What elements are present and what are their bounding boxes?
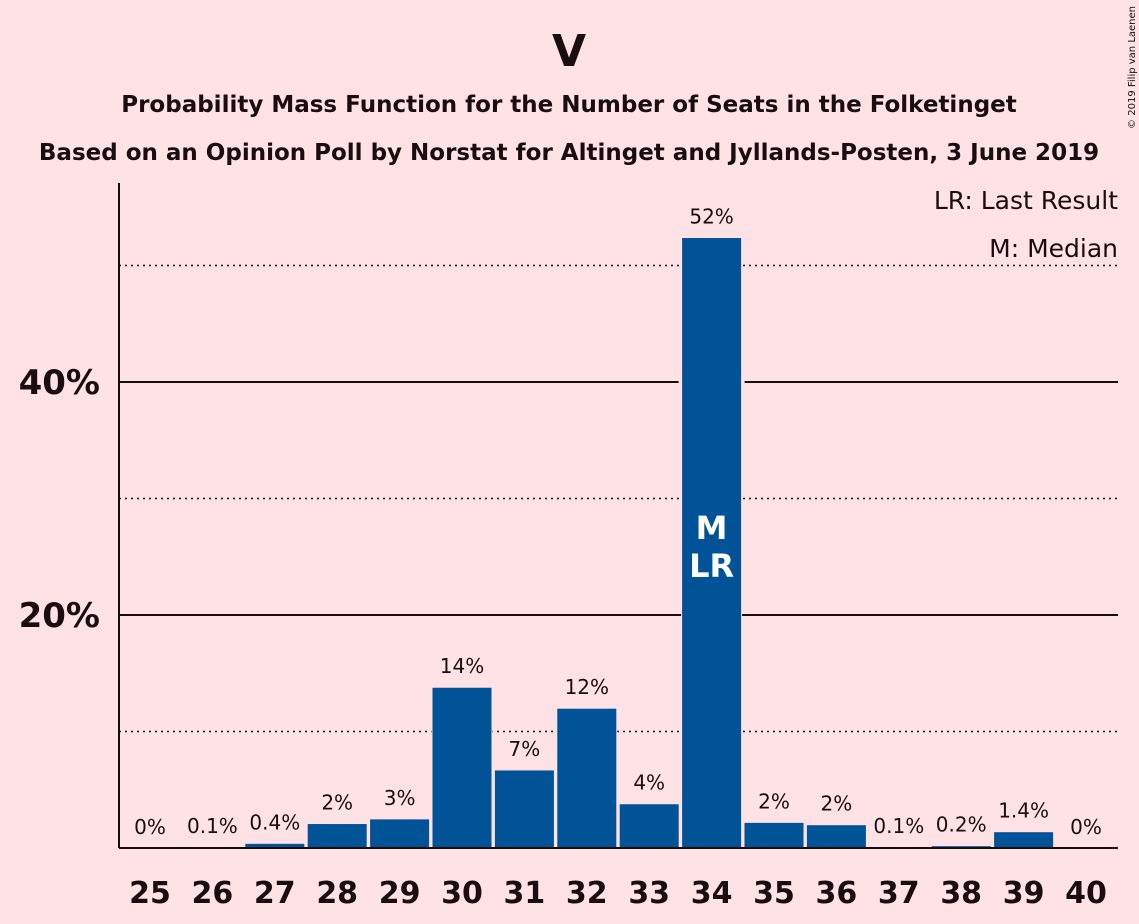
data-label: 52% (689, 205, 733, 229)
x-tick-label: 36 (816, 876, 858, 911)
data-label: 3% (384, 786, 416, 810)
data-label: 0% (134, 815, 166, 839)
data-label: 0.2% (936, 813, 987, 837)
legend-median: M: Median (989, 234, 1118, 263)
x-tick-label: 29 (379, 876, 421, 911)
gridlines (119, 264, 1118, 733)
data-label: 0.1% (873, 814, 924, 838)
x-tick-label: 34 (691, 876, 733, 911)
x-tick-label: 37 (878, 876, 920, 911)
chart-subtitle-1: Probability Mass Function for the Number… (121, 92, 1017, 118)
x-tick-label: 35 (753, 876, 795, 911)
bar-seat-28 (306, 823, 368, 849)
x-tick-label: 33 (628, 876, 670, 911)
median-marker: M (696, 509, 728, 547)
bars-group (181, 237, 1055, 849)
data-label: 14% (440, 654, 484, 678)
y-tick-label: 40% (19, 363, 100, 403)
legend-last-result: LR: Last Result (934, 186, 1118, 215)
x-tick-label: 39 (1003, 876, 1045, 911)
data-label: 0.1% (187, 814, 238, 838)
data-label: 2% (758, 789, 790, 813)
chart-subtitle-2: Based on an Opinion Poll by Norstat for … (39, 140, 1099, 166)
chart-title: V (552, 26, 586, 77)
bar-seat-35 (743, 821, 805, 849)
x-tick-label: 26 (192, 876, 234, 911)
data-labels-group: 0% 0.1% 0.4% 2% 3% 14% 7% 12% 4% 52% MLR 2% 2% 0.1% 0.… (134, 205, 1102, 839)
data-label: 2% (821, 792, 853, 816)
x-tick-label: 31 (504, 876, 546, 911)
bar-seat-32 (556, 707, 618, 849)
y-axis-ticks: 20% 40% (19, 363, 100, 636)
x-tick-label: 27 (254, 876, 296, 911)
x-axis-ticks: 25 26 27 28 29 30 31 32 33 34 35 36 37 38 39 40 (129, 876, 1107, 911)
bar-seat-31 (493, 769, 555, 849)
bar-seat-34 (681, 237, 743, 849)
data-label: 2% (321, 791, 353, 815)
x-tick-label: 38 (940, 876, 982, 911)
bar-seat-36 (805, 824, 867, 849)
x-tick-label: 30 (441, 876, 483, 911)
bar-seat-33 (618, 803, 680, 849)
data-label: 1.4% (998, 799, 1049, 823)
bar-seat-30 (431, 686, 493, 849)
data-label: 0% (1070, 815, 1102, 839)
x-tick-label: 25 (129, 876, 171, 911)
data-label: 12% (565, 675, 609, 699)
last-result-marker: LR (689, 547, 734, 585)
y-tick-label: 20% (19, 596, 100, 636)
bar-seat-39 (993, 831, 1055, 849)
x-tick-label: 28 (316, 876, 358, 911)
bar-seat-29 (369, 818, 431, 849)
data-label: 0.4% (249, 810, 300, 834)
x-tick-label: 40 (1065, 876, 1107, 911)
x-tick-label: 32 (566, 876, 608, 911)
data-label: 4% (633, 771, 665, 795)
data-label: 7% (509, 737, 541, 761)
copyright-note: © 2019 Filip van Laenen (1127, 6, 1138, 129)
